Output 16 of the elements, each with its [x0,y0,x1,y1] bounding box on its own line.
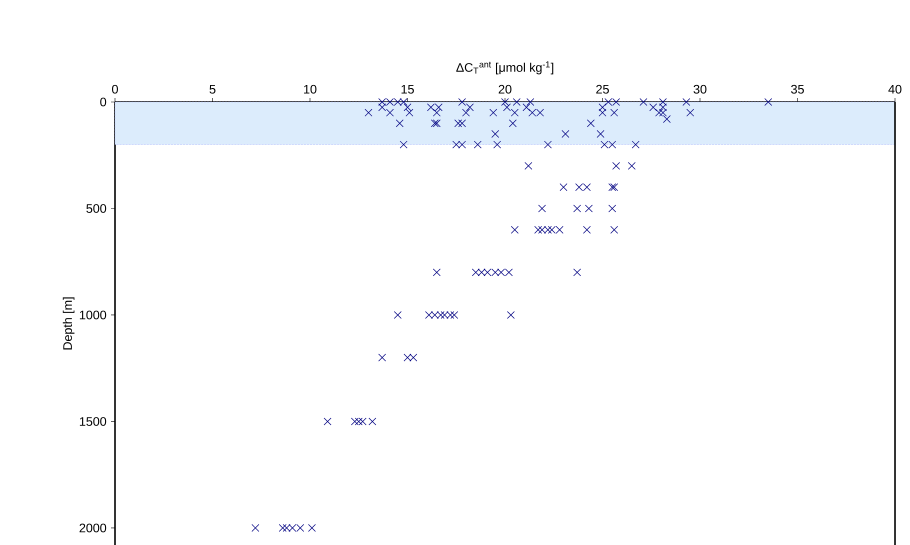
x-axis-title: ΔC$_{T}$$^{ant}$ [μmol kg$^{-1}$] [456,61,554,74]
x-tick-label: 0 [112,84,118,94]
x-tick-label: 40 [888,84,902,94]
x-tick-label: 10 [304,84,316,94]
x-tick-label: 5 [210,84,216,94]
x-tick-label: 15 [402,84,414,94]
x-tick-label: 25 [596,84,609,94]
x-tick-label: 35 [791,84,804,94]
y-tick-label: 0 [100,98,106,106]
x-tick-label: 30 [694,84,706,94]
y-tick-label: 1500 [80,417,106,426]
y-axis-title: Depth [m] [62,297,74,350]
y-tick-label: 1000 [80,310,106,320]
x-tick-label: 20 [498,84,512,94]
y-tick-label: 500 [86,204,106,213]
y-tick-label: 2000 [80,524,106,532]
